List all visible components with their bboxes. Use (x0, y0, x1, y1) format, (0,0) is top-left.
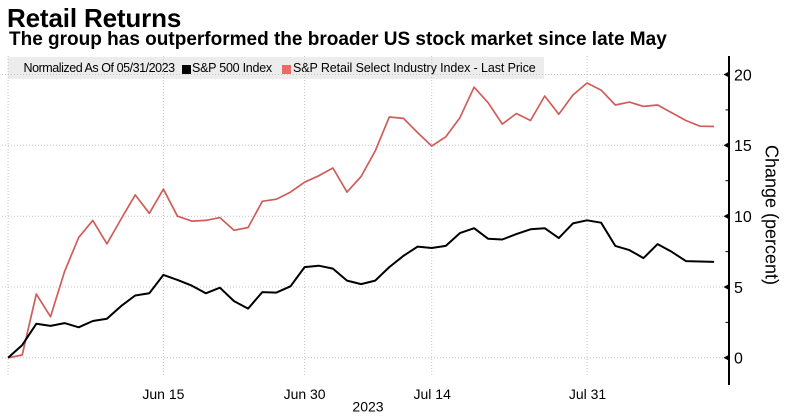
svg-text:5: 5 (734, 280, 743, 297)
svg-text:0: 0 (734, 351, 743, 368)
svg-text:Jul 31: Jul 31 (569, 386, 607, 402)
svg-text:Change (percent): Change (percent) (762, 145, 782, 285)
svg-text:Jun 30: Jun 30 (284, 386, 326, 402)
svg-text:15: 15 (734, 138, 752, 155)
svg-text:2023: 2023 (352, 399, 383, 415)
svg-text:20: 20 (734, 67, 752, 84)
svg-text:10: 10 (734, 209, 752, 226)
svg-text:Jul 14: Jul 14 (414, 386, 452, 402)
svg-text:Jun 15: Jun 15 (142, 386, 184, 402)
